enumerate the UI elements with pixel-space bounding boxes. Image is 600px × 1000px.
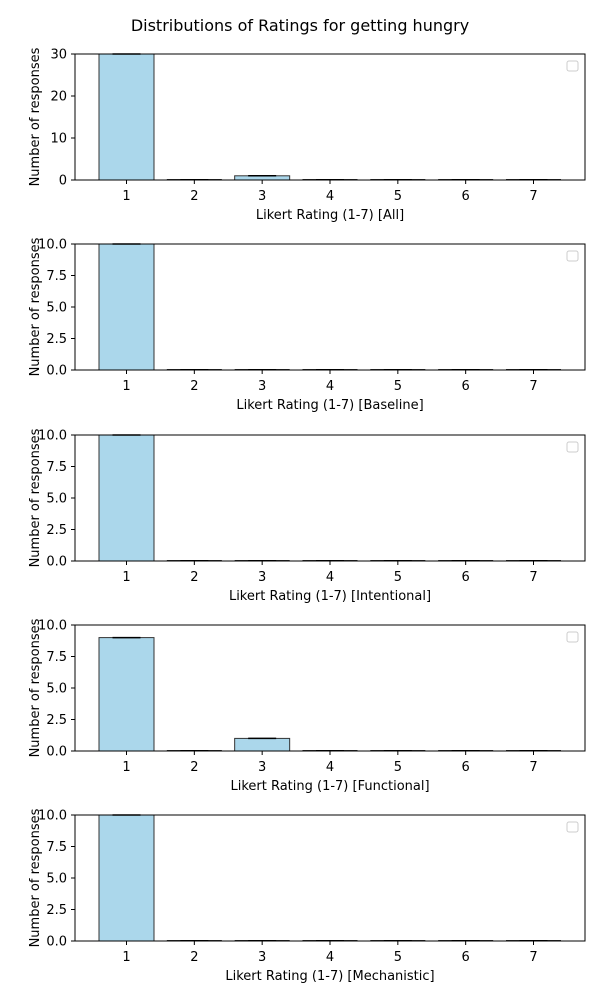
y-axis-label: Number of responses bbox=[28, 618, 43, 757]
y-tick-label: 10.0 bbox=[38, 619, 67, 634]
x-axis-label: Likert Rating (1-7) [Intentional] bbox=[229, 589, 431, 604]
y-axis-label: Number of responses bbox=[28, 428, 43, 567]
x-tick-label: 7 bbox=[529, 189, 537, 204]
x-tick-label: 2 bbox=[190, 950, 198, 965]
x-tick-label: 7 bbox=[529, 570, 537, 585]
x-tick-label: 2 bbox=[190, 570, 198, 585]
bar-3 bbox=[234, 737, 291, 752]
x-tick-label: 6 bbox=[462, 760, 470, 775]
y-tick-label: 7.5 bbox=[46, 269, 67, 284]
y-tick-label: 30 bbox=[50, 48, 67, 63]
y-tick-label: 20 bbox=[50, 90, 67, 105]
y-tick-label: 0 bbox=[59, 174, 67, 189]
legend-box bbox=[566, 441, 579, 453]
x-tick-label: 5 bbox=[394, 570, 402, 585]
x-tick-label: 4 bbox=[326, 760, 334, 775]
x-tick-label: 1 bbox=[122, 570, 130, 585]
subplot-3: 1 2 3 4 5 6 7 0.0 2.5 5.0 7.5 10.0 Likert Rating (1-… bbox=[28, 428, 586, 604]
x-tick-label: 7 bbox=[529, 760, 537, 775]
x-tick-label: 4 bbox=[326, 950, 334, 965]
x-axis-label: Likert Rating (1-7) [Mechanistic] bbox=[225, 969, 434, 984]
x-tick-label: 2 bbox=[190, 189, 198, 204]
y-axis-label: Number of responses bbox=[28, 237, 43, 376]
y-tick-label: 10.0 bbox=[38, 429, 67, 444]
x-tick-label: 5 bbox=[394, 950, 402, 965]
y-tick-label: 7.5 bbox=[46, 460, 67, 475]
y-tick-label: 2.5 bbox=[46, 523, 67, 538]
legend-box bbox=[566, 60, 579, 72]
x-tick-label: 5 bbox=[394, 189, 402, 204]
x-tick-label: 3 bbox=[258, 950, 266, 965]
y-tick-label: 5.0 bbox=[46, 492, 67, 507]
x-tick-label: 3 bbox=[258, 189, 266, 204]
x-tick-label: 4 bbox=[326, 379, 334, 394]
x-axis-label: Likert Rating (1-7) [All] bbox=[256, 208, 404, 223]
x-tick-label: 2 bbox=[190, 760, 198, 775]
y-tick-label: 0.0 bbox=[46, 935, 67, 950]
x-tick-label: 7 bbox=[529, 379, 537, 394]
x-tick-label: 6 bbox=[462, 950, 470, 965]
y-tick-label: 2.5 bbox=[46, 332, 67, 347]
x-tick-label: 6 bbox=[462, 379, 470, 394]
y-tick-label: 7.5 bbox=[46, 650, 67, 665]
figure-title: Distributions of Ratings for getting hun… bbox=[130, 16, 470, 35]
bar-1 bbox=[98, 434, 155, 562]
y-tick-label: 5.0 bbox=[46, 872, 67, 887]
y-tick-label: 2.5 bbox=[46, 903, 67, 918]
x-axis-label: Likert Rating (1-7) [Baseline] bbox=[236, 398, 423, 413]
x-tick-label: 1 bbox=[122, 189, 130, 204]
x-tick-label: 3 bbox=[258, 570, 266, 585]
y-tick-label: 0.0 bbox=[46, 555, 67, 570]
x-axis-label: Likert Rating (1-7) [Functional] bbox=[230, 779, 429, 794]
x-tick-label: 6 bbox=[462, 570, 470, 585]
y-tick-label: 5.0 bbox=[46, 682, 67, 697]
y-axis-label: Number of responses bbox=[28, 808, 43, 947]
y-tick-label: 10.0 bbox=[38, 238, 67, 253]
bar-1 bbox=[98, 53, 155, 181]
y-tick-label: 0.0 bbox=[46, 745, 67, 760]
y-tick-label: 0.0 bbox=[46, 364, 67, 379]
x-tick-label: 4 bbox=[326, 189, 334, 204]
x-tick-label: 3 bbox=[258, 760, 266, 775]
x-tick-label: 2 bbox=[190, 379, 198, 394]
x-tick-label: 1 bbox=[122, 760, 130, 775]
y-tick-label: 10 bbox=[50, 132, 67, 147]
x-tick-label: 7 bbox=[529, 950, 537, 965]
y-tick-label: 2.5 bbox=[46, 713, 67, 728]
x-tick-label: 4 bbox=[326, 570, 334, 585]
subplot-4: 1 2 3 4 5 6 7 0.0 2.5 5.0 7.5 10.0 Likert Rating (1-… bbox=[28, 618, 586, 794]
bar-1 bbox=[98, 814, 155, 942]
x-tick-label: 1 bbox=[122, 950, 130, 965]
x-tick-label: 3 bbox=[258, 379, 266, 394]
legend-box bbox=[566, 631, 579, 643]
x-tick-label: 5 bbox=[394, 379, 402, 394]
subplot-2: 1 2 3 4 5 6 7 0.0 2.5 5.0 7.5 10.0 Likert Rating (1-… bbox=[28, 237, 586, 413]
subplot-1: 1 2 3 4 5 6 7 0 10 20 30 Likert Rating (1-7) [All] N… bbox=[28, 47, 586, 223]
y-tick-label: 5.0 bbox=[46, 301, 67, 316]
y-axis-label: Number of responses bbox=[28, 47, 43, 186]
x-tick-label: 1 bbox=[122, 379, 130, 394]
subplot-5: 1 2 3 4 5 6 7 0.0 2.5 5.0 7.5 10.0 Likert Rating (1-… bbox=[28, 808, 586, 984]
bar-1 bbox=[98, 243, 155, 371]
bar-1 bbox=[98, 637, 155, 752]
x-tick-label: 6 bbox=[462, 189, 470, 204]
x-tick-label: 5 bbox=[394, 760, 402, 775]
y-tick-label: 10.0 bbox=[38, 809, 67, 824]
y-tick-label: 7.5 bbox=[46, 840, 67, 855]
legend-box bbox=[566, 821, 579, 833]
legend-box bbox=[566, 250, 579, 262]
